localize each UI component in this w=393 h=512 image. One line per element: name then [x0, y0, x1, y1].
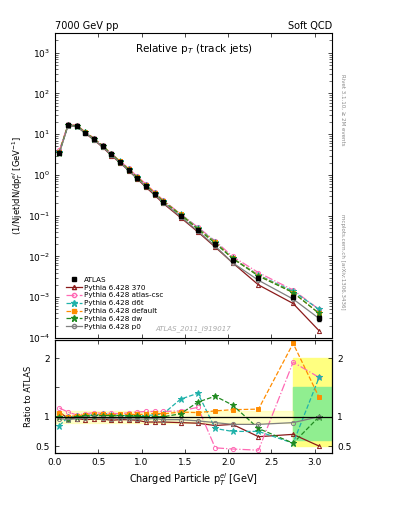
Text: Rivet 3.1.10, ≥ 2M events: Rivet 3.1.10, ≥ 2M events — [340, 74, 345, 145]
Text: Relative p$_T$ (track jets): Relative p$_T$ (track jets) — [134, 42, 253, 56]
Text: Soft QCD: Soft QCD — [288, 20, 332, 31]
Text: mcplots.cern.ch [arXiv:1306.3436]: mcplots.cern.ch [arXiv:1306.3436] — [340, 214, 345, 310]
Text: ATLAS_2011_I919017: ATLAS_2011_I919017 — [156, 325, 231, 332]
Bar — [293, 358, 332, 446]
Text: 7000 GeV pp: 7000 GeV pp — [55, 20, 119, 31]
Bar — [293, 388, 332, 440]
Y-axis label: (1/Njet)dN/dp$_T^{el}$ [GeV$^{-1}$]: (1/Njet)dN/dp$_T^{el}$ [GeV$^{-1}$] — [10, 136, 25, 235]
Y-axis label: Ratio to ATLAS: Ratio to ATLAS — [24, 366, 33, 428]
X-axis label: Charged Particle p$_T^{el}$ [GeV]: Charged Particle p$_T^{el}$ [GeV] — [129, 471, 258, 488]
Legend: ATLAS, Pythia 6.428 370, Pythia 6.428 atlas-csc, Pythia 6.428 d6t, Pythia 6.428 : ATLAS, Pythia 6.428 370, Pythia 6.428 at… — [64, 275, 165, 331]
Bar — [55, 411, 293, 422]
